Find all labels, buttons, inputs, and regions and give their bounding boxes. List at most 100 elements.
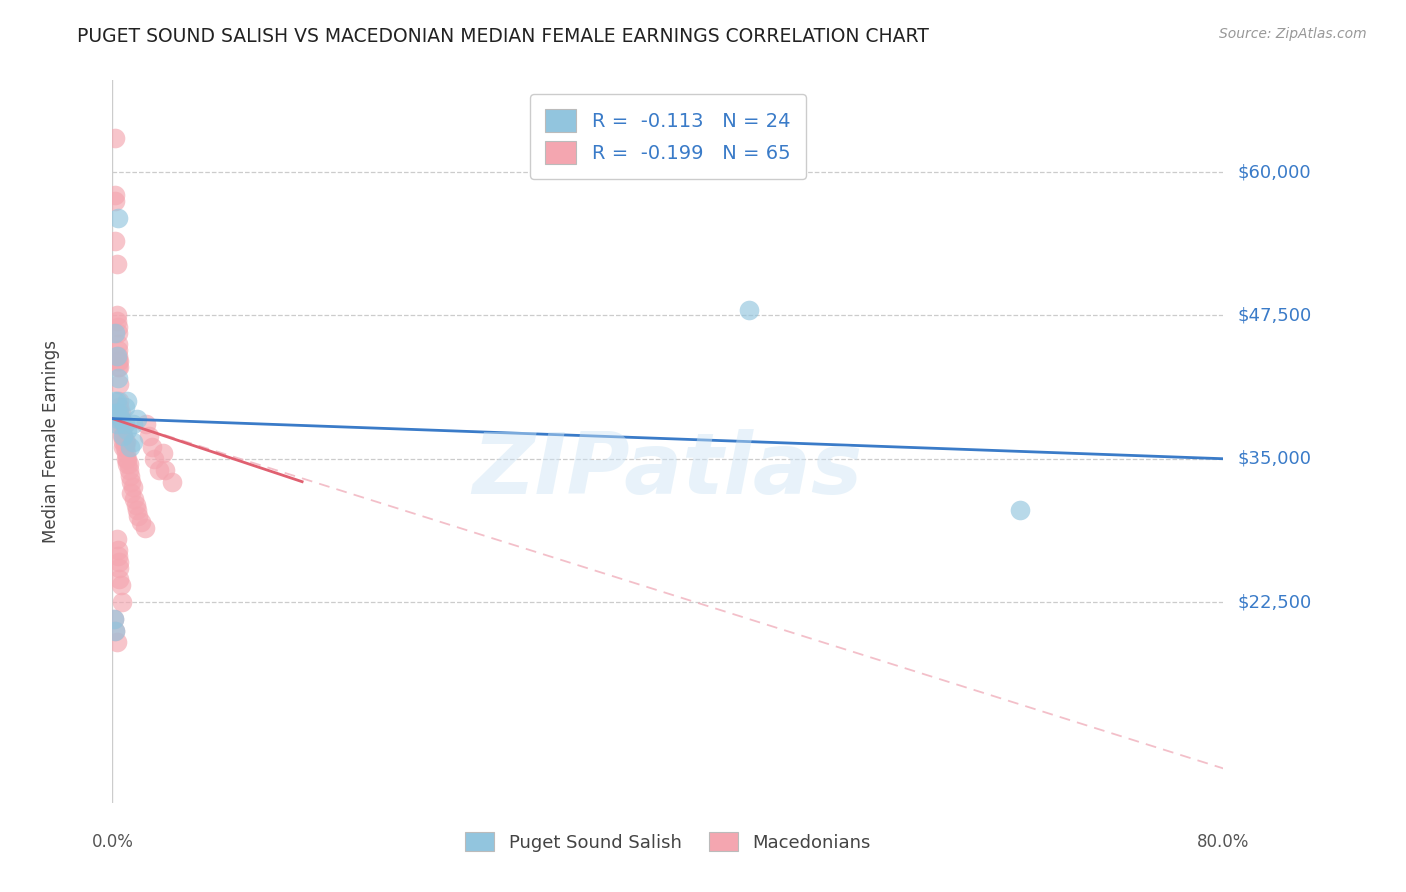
Point	[105, 309, 128, 323]
Point	[110, 411, 132, 425]
Point	[117, 394, 139, 409]
Text: $60,000: $60,000	[1237, 163, 1310, 181]
Point	[143, 451, 166, 466]
Point	[105, 394, 128, 409]
Point	[120, 486, 142, 500]
Point	[104, 194, 127, 208]
Point	[112, 429, 135, 443]
Point	[108, 572, 131, 586]
Point	[108, 400, 131, 414]
Point	[134, 520, 156, 534]
Point	[103, 612, 125, 626]
Legend: Puget Sound Salish, Macedonians: Puget Sound Salish, Macedonians	[458, 824, 877, 859]
Point	[107, 326, 129, 340]
Point	[103, 406, 125, 420]
Point	[112, 440, 135, 454]
Point	[107, 359, 129, 374]
Point	[111, 429, 134, 443]
Point	[107, 543, 129, 558]
Point	[121, 480, 143, 494]
Point	[105, 635, 128, 649]
Point	[104, 130, 127, 145]
Point	[107, 354, 129, 368]
Point	[104, 624, 127, 638]
Point	[120, 475, 142, 489]
Point	[110, 417, 132, 432]
Point	[105, 314, 128, 328]
Point	[135, 417, 157, 432]
Point	[112, 434, 135, 449]
Point	[114, 434, 136, 449]
Point	[110, 411, 132, 425]
Point	[155, 463, 177, 477]
Point	[108, 560, 131, 574]
Text: PUGET SOUND SALISH VS MACEDONIAN MEDIAN FEMALE EARNINGS CORRELATION CHART: PUGET SOUND SALISH VS MACEDONIAN MEDIAN …	[77, 27, 929, 45]
Point	[141, 440, 163, 454]
Text: Median Female Earnings: Median Female Earnings	[42, 340, 60, 543]
Point	[110, 406, 132, 420]
Point	[114, 440, 136, 454]
Point	[105, 417, 128, 432]
Point	[118, 458, 141, 472]
Point	[125, 411, 148, 425]
Point	[108, 377, 131, 392]
Point	[105, 349, 128, 363]
Point	[114, 400, 136, 414]
Text: $22,500: $22,500	[1237, 593, 1312, 611]
Text: 80.0%: 80.0%	[1197, 833, 1250, 851]
Point	[105, 406, 128, 420]
Point	[107, 411, 129, 425]
Point	[152, 446, 174, 460]
Point	[114, 417, 136, 432]
Point	[104, 326, 127, 340]
Point	[118, 463, 141, 477]
Point	[121, 434, 143, 449]
Point	[108, 406, 131, 420]
Point	[122, 491, 145, 506]
Point	[103, 612, 125, 626]
Point	[104, 188, 127, 202]
Point	[129, 515, 152, 529]
Point	[115, 446, 138, 460]
Point	[121, 417, 143, 432]
Point	[112, 429, 135, 443]
Text: 0.0%: 0.0%	[91, 833, 134, 851]
Point	[111, 595, 134, 609]
Point	[104, 394, 127, 409]
Point	[107, 349, 129, 363]
Point	[738, 302, 761, 317]
Point	[110, 578, 132, 592]
Point	[108, 354, 131, 368]
Point	[108, 359, 131, 374]
Point	[108, 394, 131, 409]
Text: $35,000: $35,000	[1237, 450, 1312, 467]
Point	[127, 509, 149, 524]
Point	[138, 429, 160, 443]
Point	[124, 498, 146, 512]
Text: $47,500: $47,500	[1237, 306, 1312, 325]
Point	[104, 624, 127, 638]
Text: ZIPatlas: ZIPatlas	[472, 429, 863, 512]
Point	[107, 319, 129, 334]
Point	[120, 469, 142, 483]
Point	[125, 503, 148, 517]
Text: Source: ZipAtlas.com: Source: ZipAtlas.com	[1219, 27, 1367, 41]
Point	[117, 458, 139, 472]
Point	[107, 211, 129, 225]
Point	[1008, 503, 1031, 517]
Point	[117, 451, 139, 466]
Point	[108, 555, 131, 569]
Point	[111, 423, 134, 437]
Point	[105, 532, 128, 546]
Point	[105, 257, 128, 271]
Point	[148, 463, 170, 477]
Point	[115, 434, 138, 449]
Point	[107, 337, 129, 351]
Point	[104, 234, 127, 248]
Point	[107, 549, 129, 564]
Point	[160, 475, 183, 489]
Point	[107, 343, 129, 357]
Point	[117, 423, 139, 437]
Point	[120, 440, 142, 454]
Point	[107, 371, 129, 385]
